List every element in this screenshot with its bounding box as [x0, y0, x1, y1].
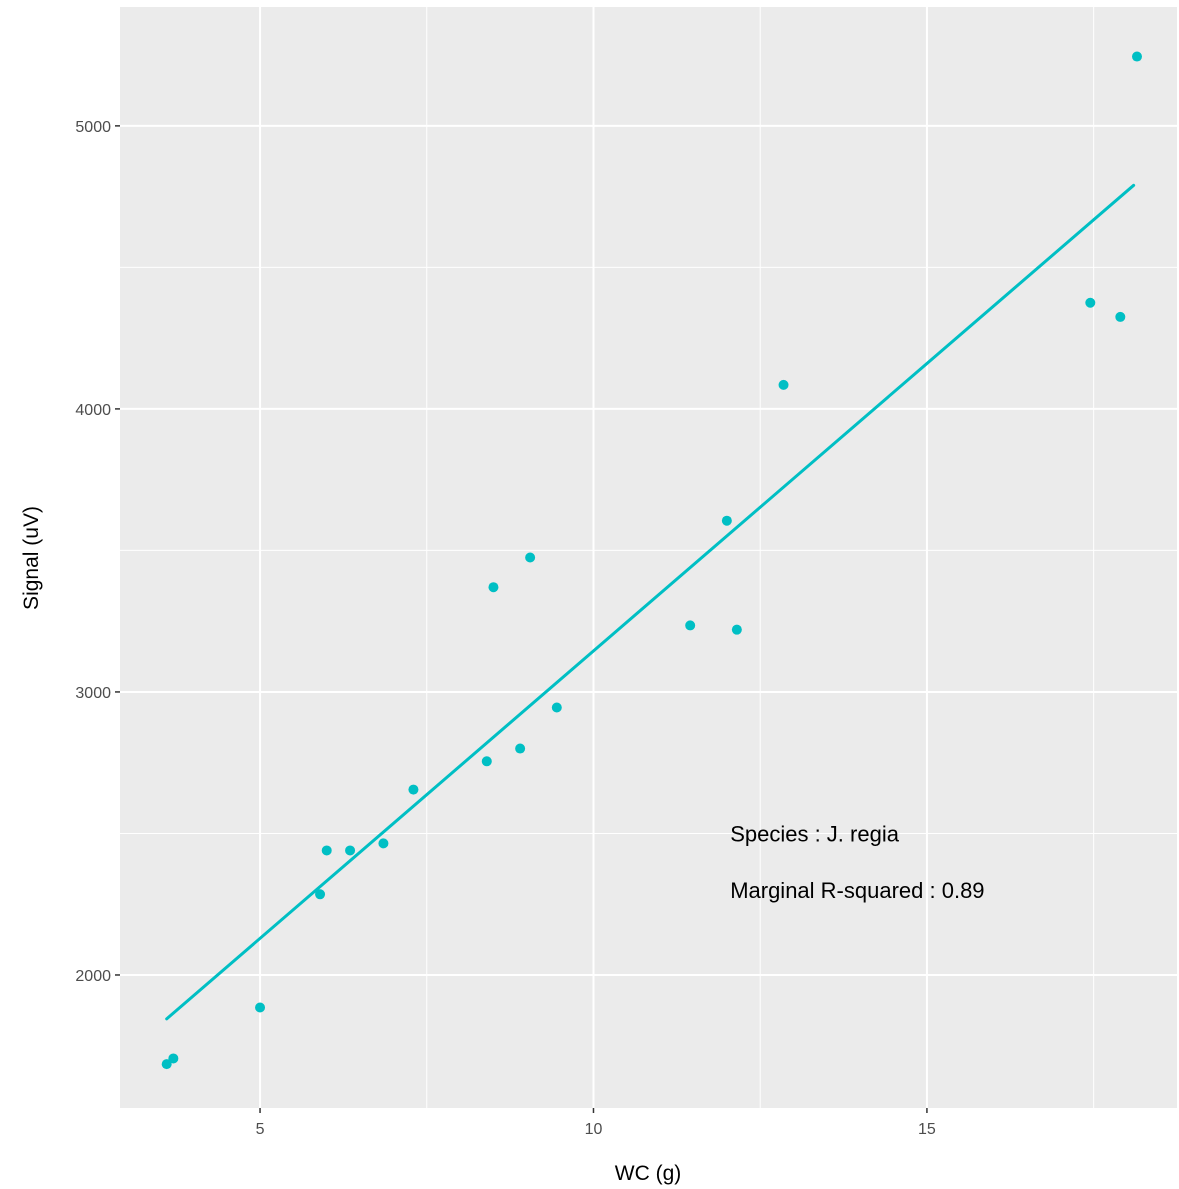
y-tick-label: 5000 — [75, 119, 111, 136]
x-axis-title: WC (g) — [615, 1162, 682, 1185]
annotations: Species : J. regia Marginal R-squared : 0… — [730, 821, 984, 903]
y-tick-label: 4000 — [75, 402, 111, 419]
data-point — [481, 756, 492, 767]
data-point — [408, 784, 419, 795]
data-point — [515, 743, 526, 754]
x-tick-label: 15 — [918, 1121, 936, 1138]
data-point — [321, 845, 332, 856]
data-point — [721, 515, 732, 526]
data-point — [685, 620, 696, 631]
minor-gridlines — [120, 7, 1177, 1108]
data-point — [488, 582, 499, 593]
y-tick-label: 2000 — [75, 968, 111, 985]
regression-line — [165, 183, 1136, 1021]
data-point — [778, 379, 789, 390]
data-points — [161, 51, 1142, 1070]
major-gridlines — [120, 7, 1177, 1108]
data-point — [1085, 297, 1096, 308]
x-tick-label: 5 — [256, 1121, 265, 1138]
plot-panel — [120, 7, 1177, 1108]
data-point — [1115, 311, 1126, 322]
y-axis-ticks: 2000 3000 4000 5000 — [75, 119, 120, 985]
data-point — [161, 1059, 172, 1070]
x-axis-ticks: 5 10 15 — [256, 1108, 936, 1138]
data-point — [315, 889, 326, 900]
y-axis-title: Signal (uV) — [20, 506, 43, 610]
x-tick-label: 10 — [585, 1121, 603, 1138]
data-point — [255, 1002, 266, 1013]
data-point — [525, 552, 536, 563]
data-point — [1131, 51, 1142, 62]
data-point — [731, 624, 742, 635]
data-point — [551, 702, 562, 713]
data-point — [168, 1053, 179, 1064]
annotation-text: Species : J. regia — [730, 821, 900, 846]
annotation-text: Marginal R-squared : 0.89 — [730, 878, 984, 903]
regression-line-layer — [165, 183, 1136, 1021]
data-point — [345, 845, 356, 856]
data-point — [378, 838, 389, 849]
y-tick-label: 3000 — [75, 685, 111, 702]
